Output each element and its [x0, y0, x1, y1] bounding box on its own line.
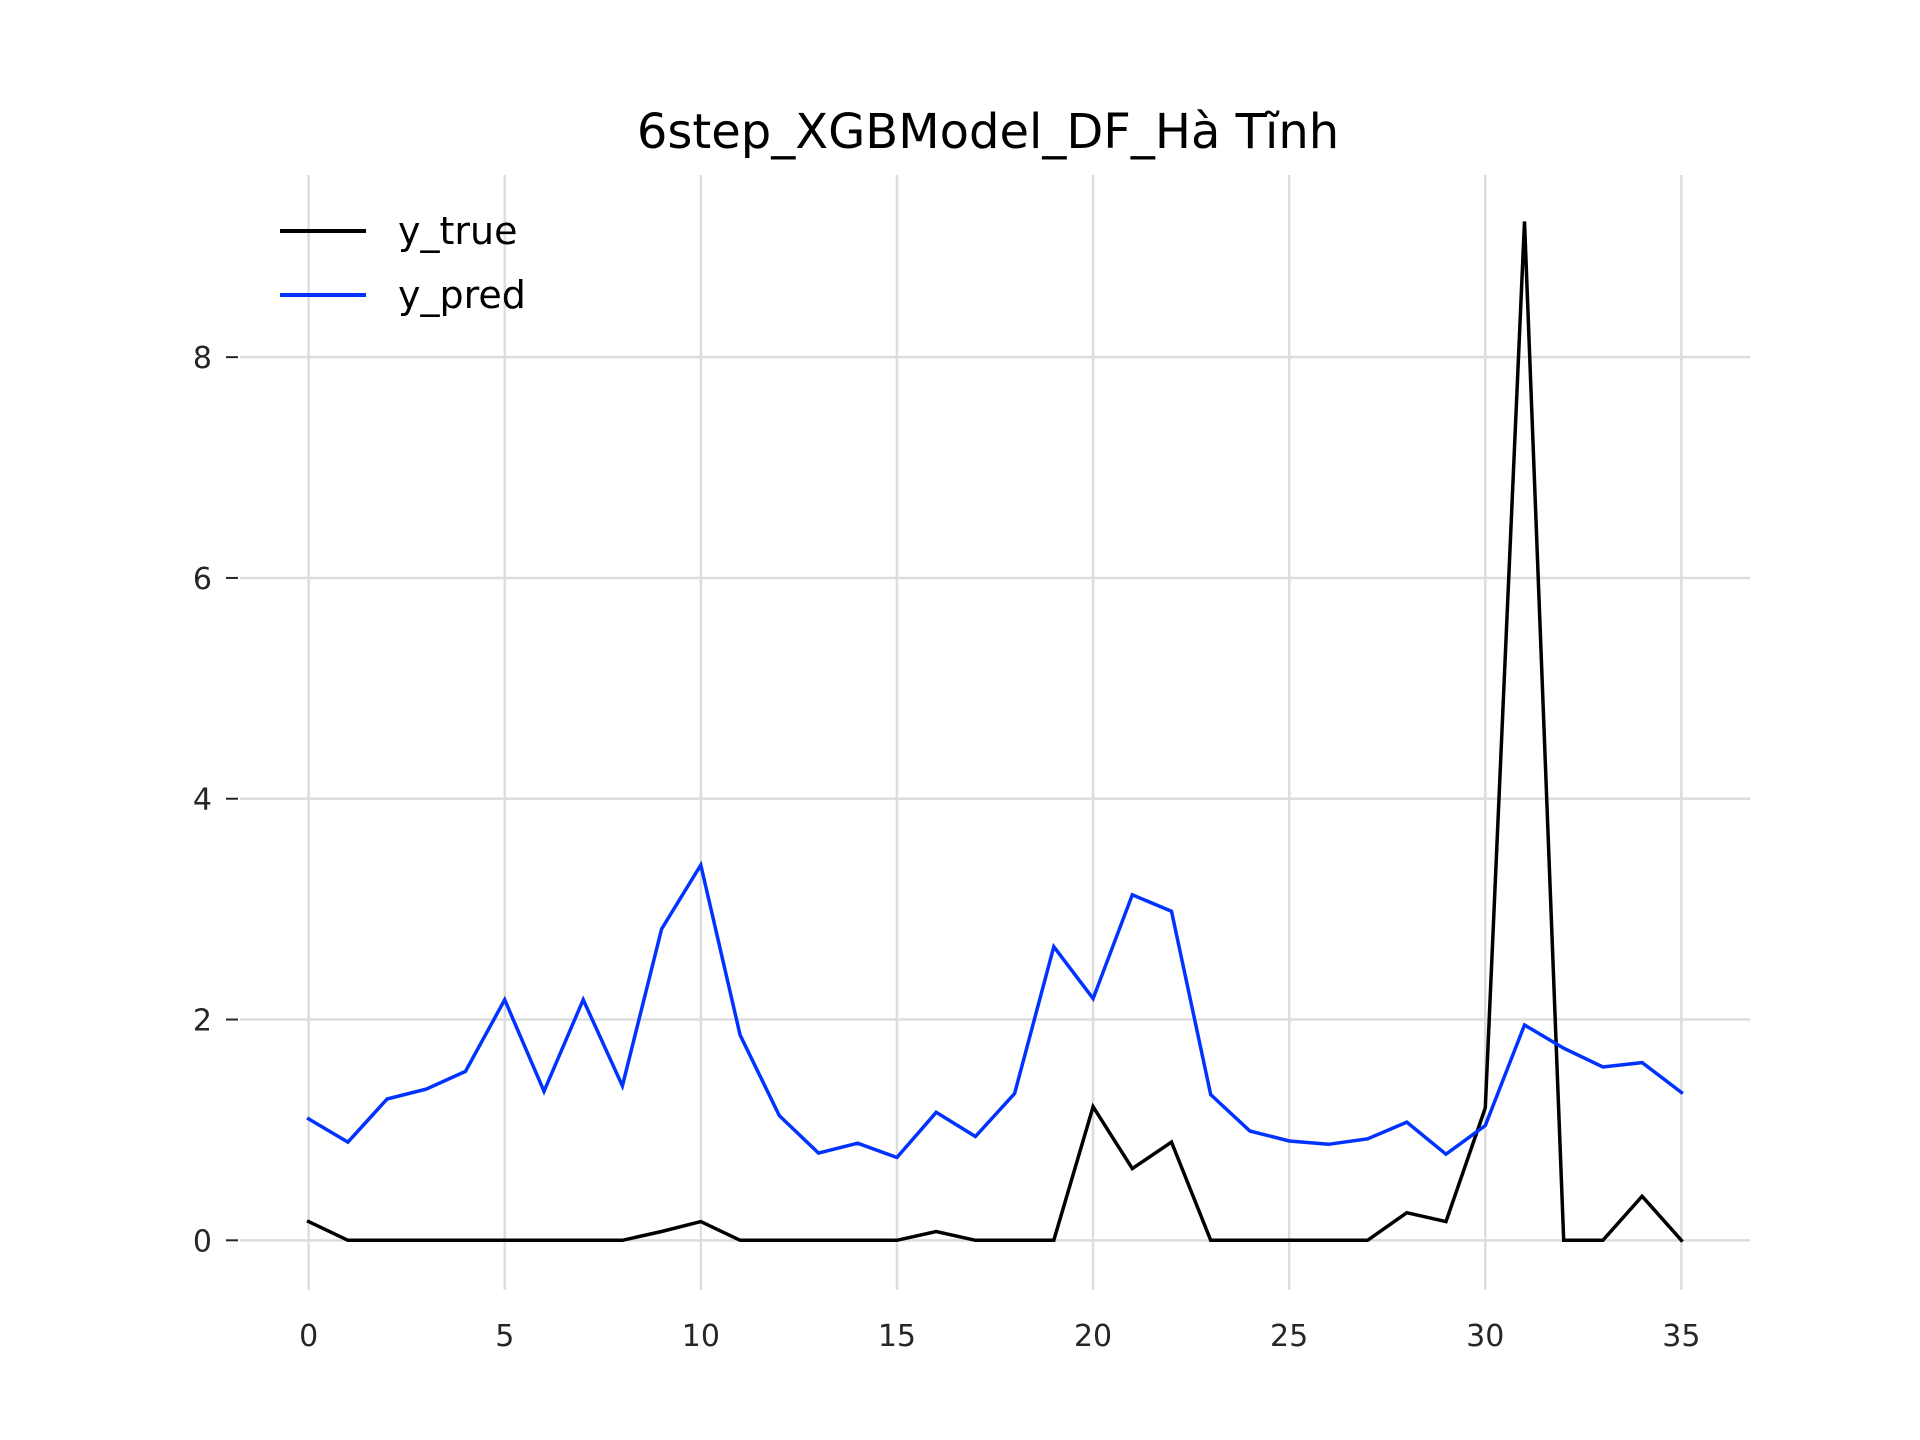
y-tick-label: 2	[193, 1004, 212, 1039]
x-tick-label: 30	[1466, 1319, 1504, 1354]
x-tick-label: 25	[1270, 1319, 1308, 1354]
x-tick-label: 20	[1074, 1319, 1112, 1354]
x-tick-label: 5	[495, 1319, 514, 1354]
x-tick-label: 10	[682, 1319, 720, 1354]
series-line-y-pred	[306, 860, 1684, 1160]
series-lines	[306, 221, 1684, 1243]
legend: y_true y_pred	[280, 209, 526, 317]
y-tick-label: 8	[193, 341, 212, 376]
x-tick-label: 15	[878, 1319, 916, 1354]
legend-label-y-pred: y_pred	[398, 273, 526, 317]
legend-label-y-true: y_true	[398, 209, 517, 253]
y-tick-label: 6	[193, 562, 212, 597]
axes: 0 5 10 15 20 25 30 35 0 2 4 6 8	[193, 341, 1701, 1354]
chart-title: 6step_XGBModel_DF_Hà Tĩnh	[637, 104, 1339, 160]
grid	[240, 175, 1750, 1290]
y-tick-label: 4	[193, 783, 212, 818]
x-tick-label: 0	[299, 1319, 318, 1354]
y-tick-label: 0	[193, 1224, 212, 1259]
x-tick-label: 35	[1662, 1319, 1700, 1354]
series-line-y-true	[306, 221, 1684, 1243]
